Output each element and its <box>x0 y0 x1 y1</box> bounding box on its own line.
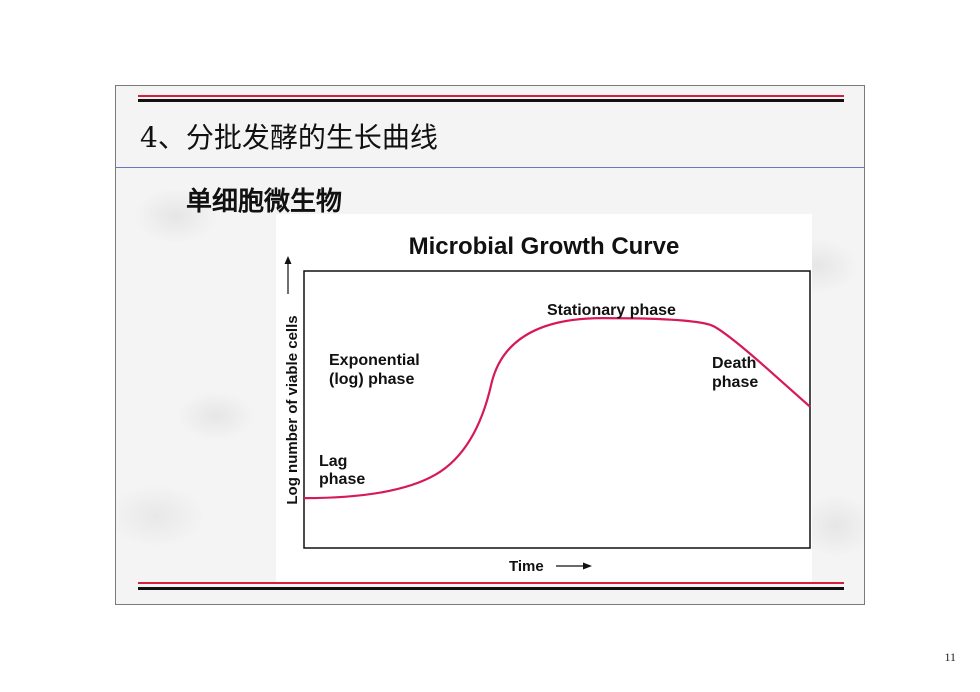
annotation-exponential-line2: (log) phase <box>329 371 414 388</box>
slide: 4、分批发酵的生长曲线 单细胞微生物 Microbial Growth Curv… <box>115 85 865 605</box>
plot-frame <box>303 270 811 549</box>
annotation-lag-line1: Lag <box>319 453 347 470</box>
annotation-death-line2: phase <box>712 374 758 391</box>
slide-title: 4、分批发酵的生长曲线 <box>140 121 438 154</box>
growth-curve-chart: Microbial Growth Curve Log number of via… <box>284 233 811 575</box>
slide-subtitle: 单细胞微生物 <box>186 187 343 217</box>
x-axis-label: Time <box>509 558 544 575</box>
page-number: 11 <box>944 650 956 664</box>
y-axis-label-group: Log number of viable cells <box>284 315 301 504</box>
bottom-black-rule <box>138 587 844 590</box>
annotation-death-line1: Death <box>712 355 756 372</box>
title-separator <box>116 167 864 168</box>
x-axis-arrow-icon <box>556 562 592 570</box>
chart-title: Microbial Growth Curve <box>409 233 680 260</box>
annotation-exponential-line1: Exponential <box>329 352 420 369</box>
y-axis-arrow-icon <box>284 256 292 294</box>
growth-curve-line <box>303 317 811 500</box>
top-black-rule <box>138 99 844 102</box>
annotation-lag-line2: phase <box>319 471 365 488</box>
y-axis-label: Log number of viable cells <box>284 315 301 504</box>
top-red-rule <box>138 95 844 97</box>
bottom-red-rule <box>138 582 844 584</box>
growth-curve-figure: Microbial Growth Curve Log number of via… <box>276 214 812 582</box>
annotation-stationary: Stationary phase <box>547 302 676 319</box>
